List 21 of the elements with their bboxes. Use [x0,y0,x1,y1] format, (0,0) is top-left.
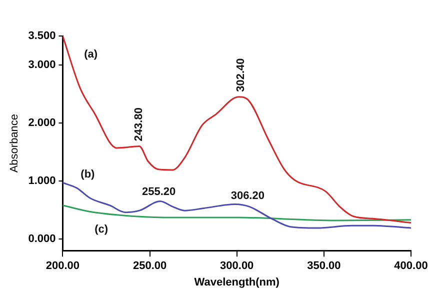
line-series [62,204,411,222]
annotation: 302.40 [235,58,248,92]
y-tick-label: 2.000 [28,117,56,130]
series-label: (a) [84,48,98,61]
line-series [62,36,411,224]
y-axis-title: Absorbance [8,114,21,173]
y-tick-label: 3.500 [28,30,56,42]
x-tick-label: 300.00 [220,260,254,272]
x-axis-title: Wavelength(nm) [194,276,280,288]
x-tick-label: 200.00 [46,260,80,272]
y-tick-label: 3.000 [28,59,56,72]
x-tick-label: 250.00 [132,260,167,272]
x-tick-label: 400.00 [394,260,428,272]
annotation: 255.20 [142,186,176,198]
x-tick-label: 350.00 [307,260,341,272]
y-tick-label: 0.000 [28,233,56,246]
annotation: 243.80 [133,108,146,142]
annotation: 306.20 [230,190,264,202]
series-label: (c) [94,223,108,236]
y-tick-label: 1.000 [28,175,56,188]
series-label: (b) [80,168,96,180]
